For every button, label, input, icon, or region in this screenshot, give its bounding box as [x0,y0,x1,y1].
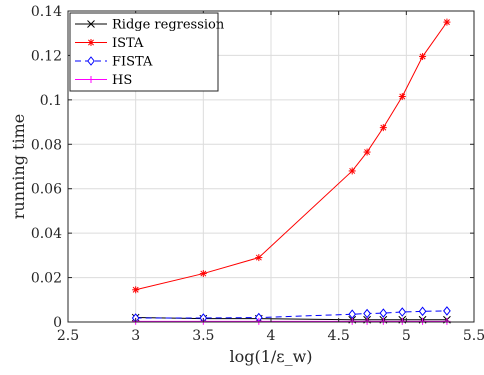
x-tick-label: 3 [131,328,140,344]
x-tick-label: 3.5 [192,328,214,344]
series-layer [131,18,451,325]
x-axis-label: log(1/ε_w) [229,347,312,366]
data-point [419,53,427,61]
data-point [398,307,407,317]
y-tick-label: 0.06 [31,182,62,198]
y-tick-label: 0.08 [31,137,62,153]
legend-label: Ridge regression [112,18,225,33]
legend-label: HS [112,73,132,88]
y-axis-label: running time [9,114,28,220]
data-point [363,317,371,325]
data-point [419,317,427,325]
legend-entry: Ridge regression [75,18,225,33]
y-tick-label: 0.12 [31,48,62,64]
y-tick-label: 0.1 [40,93,62,109]
data-point [398,317,406,325]
legend-entry: ISTA [75,36,144,51]
data-point [379,317,387,325]
legend-marker [87,76,95,83]
data-point [379,308,388,318]
data-point [132,286,140,294]
data-point [348,317,356,325]
legend: Ridge regression ISTA FISTA HS [69,12,225,92]
y-tick-label: 0.14 [31,4,62,20]
data-point [255,254,263,262]
data-point [363,308,371,319]
legend-label: ISTA [112,36,144,51]
legend-entry: FISTA [75,55,153,70]
ticks: 2.5 3 3.5 4 4.5 5 5.5 0 0.02 0.04 0.06 0.08 0.1 0.12 0… [31,4,484,344]
data-point [443,306,451,316]
data-point [363,148,371,156]
data-point [418,306,427,317]
x-tick-label: 2.5 [57,328,79,344]
y-tick-label: 0.04 [31,226,62,242]
x-tick-label: 4 [267,328,276,344]
legend-label: FISTA [112,55,153,70]
legend-marker [87,20,95,28]
data-point [348,167,356,175]
series-ista [132,18,451,294]
data-point [398,93,406,101]
x-tick-label: 5.5 [463,328,484,344]
x-tick-label: 5 [402,328,411,344]
y-tick-label: 0 [53,315,62,331]
data-point [443,317,451,325]
legend-marker [87,56,95,66]
data-point [379,124,387,132]
legend-marker [87,39,95,46]
legend-entry: HS [75,73,132,88]
data-point [199,270,207,278]
data-point [255,317,263,325]
y-tick-label: 0.02 [31,271,62,287]
x-tick-label: 4.5 [328,328,350,344]
legend-box [69,12,219,92]
data-point [443,18,451,26]
